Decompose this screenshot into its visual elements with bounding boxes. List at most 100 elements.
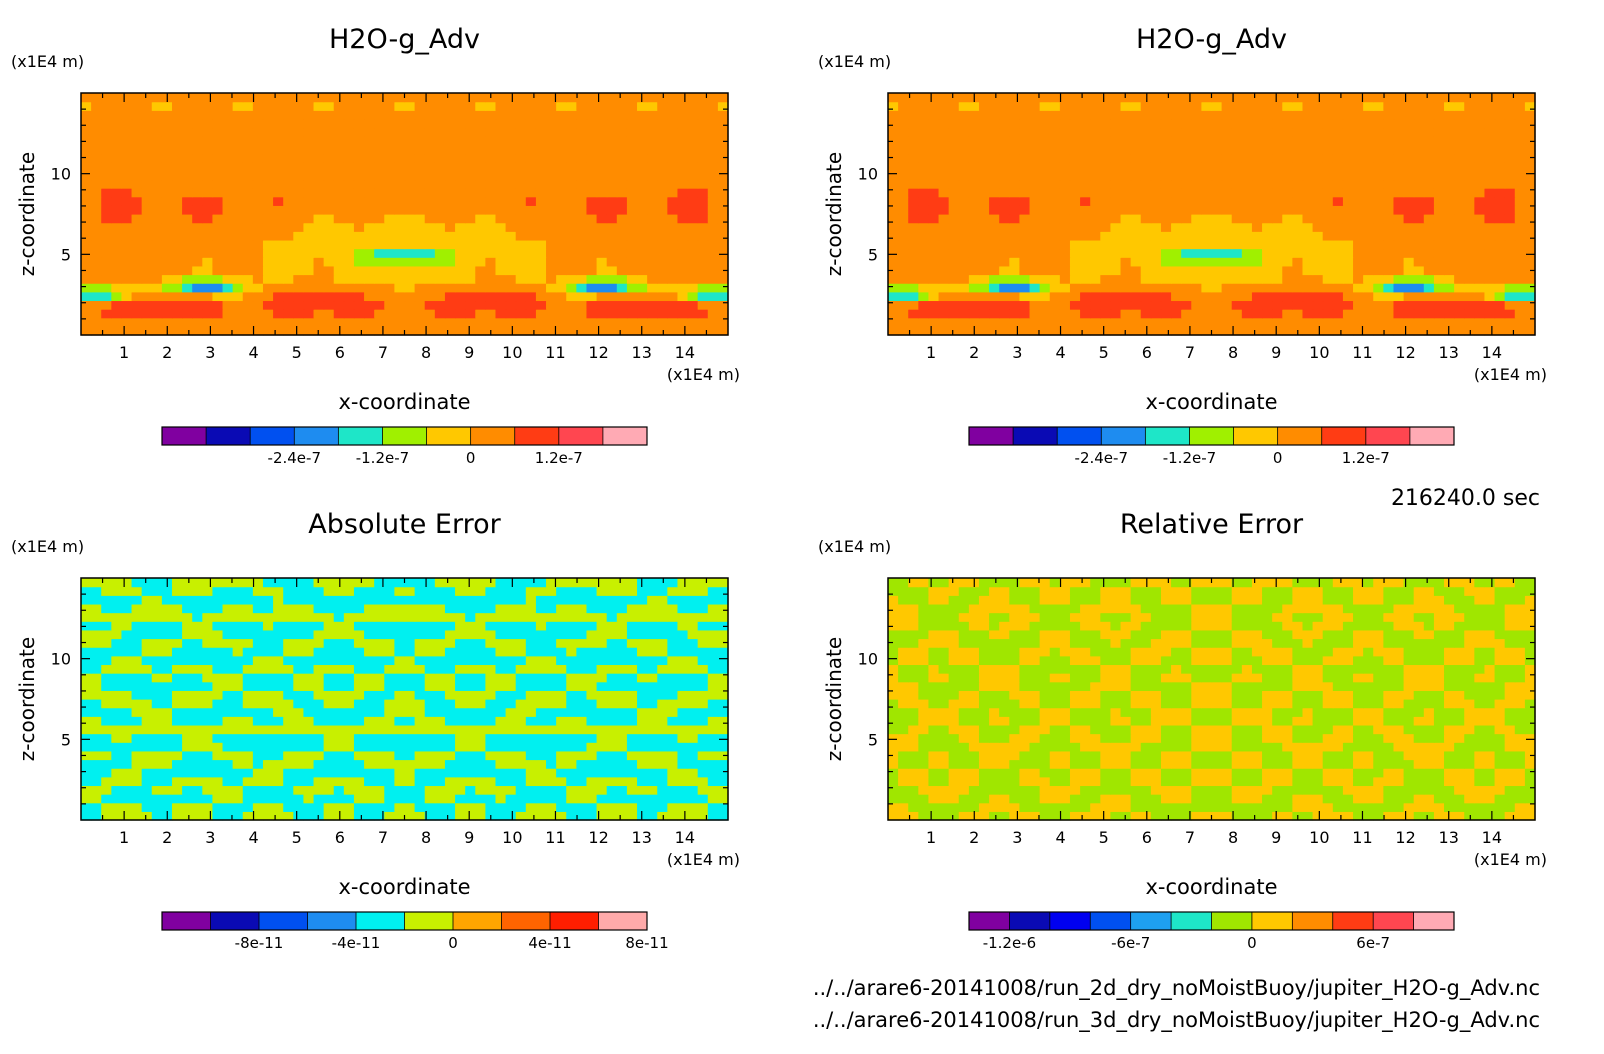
- heatmap-cell: [1080, 257, 1091, 267]
- heatmap-cell: [1383, 144, 1395, 155]
- heatmap-cell: [657, 283, 668, 293]
- heatmap-cell: [1312, 239, 1324, 250]
- heatmap-cell: [637, 309, 648, 319]
- heatmap-cell: [343, 283, 355, 293]
- heatmap-cell: [182, 101, 193, 111]
- heatmap-cell: [455, 179, 466, 189]
- heatmap-cell: [626, 750, 638, 761]
- heatmap-cell: [151, 707, 163, 717]
- heatmap-cell: [111, 144, 123, 155]
- heatmap-cell: [1191, 214, 1202, 224]
- heatmap-cell: [1181, 248, 1192, 258]
- heatmap-cell: [1069, 179, 1081, 189]
- heatmap-cell: [1171, 248, 1182, 258]
- heatmap-cell: [687, 317, 699, 327]
- heatmap-cell: [414, 93, 426, 103]
- heatmap-cell: [242, 326, 254, 336]
- heatmap-cell: [404, 239, 416, 250]
- heatmap-cell: [353, 768, 365, 778]
- heatmap-cell: [1393, 153, 1405, 163]
- heatmap-cell: [1171, 239, 1182, 250]
- heatmap-cell: [333, 794, 345, 804]
- heatmap-cell: [262, 309, 274, 319]
- heatmap-cell: [151, 283, 163, 293]
- heatmap-cell: [647, 742, 658, 752]
- heatmap-cell: [1080, 214, 1091, 224]
- heatmap-cell: [374, 742, 385, 752]
- heatmap-cell: [637, 785, 648, 795]
- heatmap-cell: [293, 222, 305, 232]
- heatmap-cell: [283, 231, 294, 241]
- heatmap-cell: [515, 309, 527, 319]
- heatmap-cell: [576, 222, 588, 232]
- heatmap-cell: [1231, 309, 1243, 319]
- heatmap-cell: [91, 742, 102, 752]
- heatmap-cell: [111, 265, 123, 276]
- heatmap-cell: [505, 300, 517, 310]
- heatmap-cell: [1302, 309, 1314, 319]
- heatmap-cell: [1403, 248, 1415, 258]
- colorbar: -2.4e-7 -1.2e-7 0 1.2e-7: [161, 426, 648, 467]
- heatmap-cell: [141, 162, 153, 172]
- heatmap-cell: [1342, 170, 1354, 181]
- heatmap-cell: [192, 127, 203, 137]
- heatmap-cell: [81, 214, 92, 224]
- heatmap-cell: [1433, 326, 1445, 336]
- heatmap-cell: [626, 162, 638, 172]
- heatmap-cell: [1282, 188, 1293, 198]
- heatmap-cell: [1444, 326, 1455, 336]
- heatmap-cell: [323, 742, 335, 752]
- heatmap-cell: [515, 300, 527, 310]
- heatmap-cell: [323, 317, 335, 327]
- heatmap-cell: [505, 759, 517, 769]
- heatmap-cell: [667, 716, 679, 726]
- heatmap-cell: [323, 716, 335, 726]
- heatmap-cell: [273, 188, 284, 198]
- heatmap-cell: [576, 265, 588, 276]
- heatmap-cell: [1413, 118, 1425, 129]
- heatmap-cell: [667, 724, 679, 735]
- heatmap-cell: [596, 794, 608, 804]
- heatmap-cell: [121, 742, 133, 752]
- heatmap-cell: [898, 179, 909, 189]
- heatmap-cell: [232, 317, 244, 327]
- heatmap-cell: [1160, 248, 1172, 258]
- heatmap-cell: [616, 214, 628, 224]
- heatmap-cell: [1191, 309, 1202, 319]
- heatmap-cell: [323, 170, 335, 181]
- heatmap-cell: [384, 205, 395, 215]
- heatmap-cell: [515, 291, 527, 302]
- heatmap-cell: [505, 179, 517, 189]
- heatmap-cell: [1393, 101, 1405, 111]
- heatmap-cell: [515, 794, 527, 804]
- heatmap-cell: [212, 214, 224, 224]
- heatmap-cell: [546, 300, 557, 310]
- heatmap-cell: [1514, 257, 1526, 267]
- heatmap-cell: [697, 222, 709, 232]
- heatmap-cell: [566, 283, 577, 293]
- heatmap-cell: [637, 776, 648, 787]
- heatmap-cell: [626, 716, 638, 726]
- heatmap-cell: [1009, 214, 1021, 224]
- heatmap-cell: [1150, 274, 1162, 284]
- heatmap-cell: [182, 309, 193, 319]
- heatmap-cell: [535, 248, 547, 258]
- heatmap-cell: [918, 317, 930, 327]
- heatmap-cell: [576, 716, 588, 726]
- heatmap-cell: [303, 257, 315, 267]
- heatmap-cell: [455, 231, 466, 241]
- heatmap-cell: [1160, 205, 1172, 215]
- heatmap-cell: [1454, 118, 1465, 129]
- heatmap-cell: [424, 776, 436, 787]
- heatmap-cell: [1080, 118, 1091, 129]
- heatmap-cell: [293, 794, 305, 804]
- heatmap-cell: [546, 136, 557, 146]
- heatmap-cell: [1464, 231, 1475, 241]
- heatmap-cell: [1251, 93, 1263, 103]
- heatmap-cell: [1342, 300, 1354, 310]
- heatmap-cell: [687, 300, 699, 310]
- heatmap-cell: [1150, 239, 1162, 250]
- heatmap-cell: [121, 118, 133, 129]
- heatmap-cell: [525, 673, 537, 683]
- heatmap-cell: [647, 750, 658, 761]
